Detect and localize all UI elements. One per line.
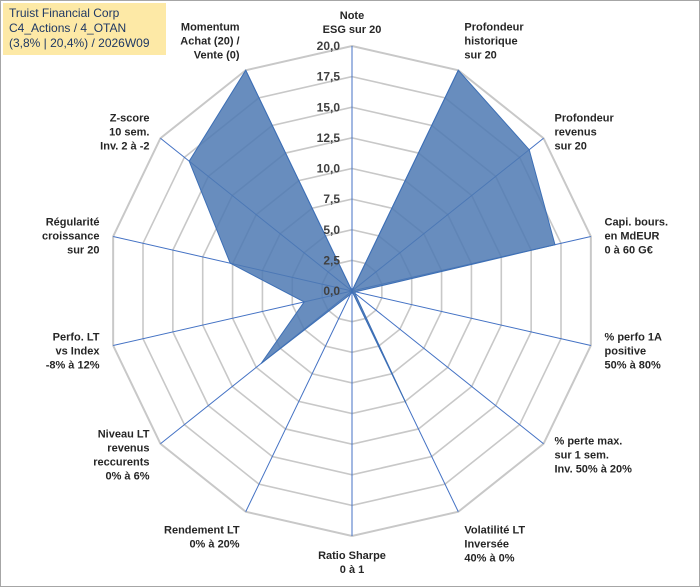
axis-label-7-line-0: Ratio Sharpe [318, 550, 386, 562]
axis-label-8-line-1: 0% à 20% [189, 538, 239, 550]
axis-label-12: Z-score 10 sem. Inv. 2 à -2 [100, 113, 149, 153]
axis-label-5-line-1: sur 1 sem. [555, 450, 609, 462]
axis-label-13: Momentum Achat (20) / Vente (0) [180, 22, 240, 62]
axis-label-10-line-1: vs Index [55, 346, 100, 358]
axis-label-8-line-0: Rendement LT [164, 524, 240, 536]
axis-label-4-line-2: 50% à 80% [605, 360, 661, 372]
spoke-5 [351, 290, 544, 445]
axis-label-12-line-2: Inv. 2 à -2 [100, 141, 149, 153]
axis-label-7-line-1: 0 à 1 [340, 564, 364, 576]
axis-label-2-line-2: sur 20 [555, 141, 587, 153]
chart-title-box: Truist Financial Corp C4_Actions / 4_OTA… [3, 3, 166, 55]
axis-label-6-line-1: Inversée [464, 538, 509, 550]
axis-label-4-line-1: positive [605, 346, 647, 358]
axis-label-4: % perfo 1A positive 50% à 80% [605, 332, 663, 372]
axis-label-13-line-1: Achat (20) / [180, 36, 239, 48]
label-layer: Note ESG sur 20 Profondeur historique sur 20… [42, 10, 668, 576]
axis-label-9-line-2: reccurents [93, 457, 149, 469]
axis-label-6-line-0: Volatilité LT [464, 524, 525, 536]
axis-label-12-line-1: 10 sem. [109, 127, 149, 139]
tick-label-1: 2,5 [323, 253, 340, 267]
axis-label-1-line-2: sur 20 [464, 50, 496, 62]
axis-label-13-line-2: Vente (0) [194, 50, 240, 62]
axis-label-13-line-0: Momentum [181, 22, 240, 34]
tick-label-0: 0,0 [323, 284, 340, 298]
title-line-range: (3,8% | 20,4%) / 2026W09 [9, 36, 150, 50]
axis-label-12-line-0: Z-score [110, 113, 150, 125]
axis-label-11-line-0: Régularité [46, 216, 100, 228]
axis-label-3-line-2: 0 à 60 G€ [605, 244, 653, 256]
tick-label-7: 17,5 [317, 70, 341, 84]
axis-label-8: Rendement LT 0% à 20% [164, 524, 240, 550]
tick-label-4: 10,0 [317, 162, 341, 176]
axis-label-6-line-2: 40% à 0% [464, 552, 514, 564]
axis-label-2-line-1: revenus [555, 127, 597, 139]
axis-label-4-line-0: % perfo 1A [605, 332, 663, 344]
axis-label-0-line-1: ESG sur 20 [323, 24, 382, 36]
axis-label-5: % perte max. sur 1 sem. Inv. 50% à 20% [555, 436, 633, 476]
axis-label-9-line-3: 0% à 6% [105, 471, 149, 483]
axis-label-3: Capi. bours. en MdEUR 0 à 60 G€ [605, 216, 669, 256]
axis-label-10-line-0: Perfo. LT [53, 332, 100, 344]
axis-label-7: Ratio Sharpe 0 à 1 [318, 550, 386, 576]
axis-label-1: Profondeur historique sur 20 [464, 22, 524, 62]
axis-label-9: Niveau LT revenus reccurents 0% à 6% [93, 429, 150, 483]
axis-label-9-line-1: revenus [107, 443, 149, 455]
axis-label-11-line-1: croissance [42, 230, 99, 242]
tick-label-6: 15,0 [317, 100, 341, 114]
series-layer [188, 69, 556, 404]
tick-label-3: 7,5 [323, 192, 340, 206]
tick-layer: 0,0 2,5 5,0 7,5 10,0 12,5 15,0 17,5 20,0 [317, 39, 341, 298]
tick-label-2: 5,0 [323, 223, 340, 237]
title-line-company: Truist Financial Corp [9, 6, 120, 20]
axis-label-1-line-0: Profondeur [464, 22, 524, 34]
axis-label-1-line-1: historique [464, 36, 517, 48]
series-area-0 [188, 69, 556, 404]
tick-label-8: 20,0 [317, 39, 341, 53]
spoke-8 [245, 290, 353, 512]
axis-label-5-line-0: % perte max. [555, 436, 623, 448]
axis-label-10: Perfo. LT vs Index -8% à 12% [46, 332, 101, 372]
axis-label-9-line-0: Niveau LT [98, 429, 150, 441]
axis-label-5-line-2: Inv. 50% à 20% [555, 464, 633, 476]
axis-label-11: Régularité croissance sur 20 [42, 216, 99, 256]
axis-label-3-line-1: en MdEUR [605, 230, 660, 242]
spoke-4 [351, 290, 591, 347]
axis-label-0: Note ESG sur 20 [323, 10, 382, 36]
axis-label-11-line-2: sur 20 [67, 244, 99, 256]
axis-label-0-line-0: Note [340, 10, 364, 22]
tick-label-5: 12,5 [317, 131, 341, 145]
axis-label-6: Volatilité LT Inversée 40% à 0% [464, 524, 525, 564]
axis-label-10-line-2: -8% à 12% [46, 360, 100, 372]
axis-label-2: Profondeur revenus sur 20 [555, 113, 615, 153]
title-line-category: C4_Actions / 4_OTAN [9, 21, 127, 35]
axis-label-2-line-0: Profondeur [555, 113, 615, 125]
axis-label-3-line-0: Capi. bours. [605, 216, 669, 228]
